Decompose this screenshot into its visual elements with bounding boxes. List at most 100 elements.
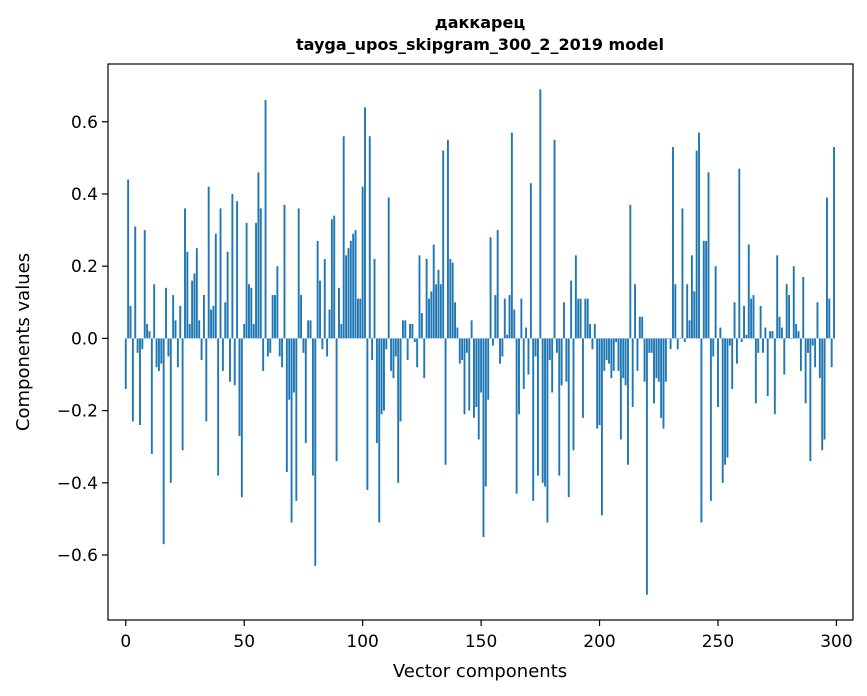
bar [610,338,613,379]
bar [788,295,790,339]
bar [527,338,530,375]
bar [435,284,438,339]
bar [160,338,163,364]
bar [202,295,205,339]
bar [544,338,546,487]
bar [238,338,241,436]
bar [662,338,665,429]
bar [240,338,243,498]
bar [688,320,691,339]
bar [221,338,224,371]
bar [487,338,490,400]
bar [679,338,682,339]
bar [645,338,648,595]
bar [444,338,447,465]
bar [584,298,587,339]
bar [271,295,274,339]
bar [449,258,452,339]
bar [361,186,364,339]
bar [394,338,397,357]
x-tick-label: 150 [465,632,497,652]
bar [169,338,172,483]
bar [525,327,528,339]
bar [181,338,184,451]
bar [548,338,551,361]
bar [501,338,504,357]
bar [141,338,144,350]
bar [245,222,248,339]
bar [366,338,369,491]
bar [406,338,409,361]
bar-series [124,89,835,595]
y-tick-label: −0.2 [57,402,98,422]
bar [631,338,634,407]
bar [186,251,189,339]
bar [605,338,608,361]
bar [437,269,440,339]
bar [780,327,783,339]
bar [799,338,802,371]
bar [198,320,201,339]
x-tick-label: 200 [583,632,615,652]
bar [167,338,170,357]
bar [278,338,281,357]
bar [150,338,153,454]
bar [352,233,355,339]
bar [461,338,464,361]
bar [330,219,333,339]
bar [508,295,511,339]
bar [764,327,767,339]
bar [503,298,506,339]
bar [709,338,712,501]
bar [392,338,395,379]
bar [707,172,710,339]
bar [321,338,324,350]
bar [778,316,781,339]
bar [802,277,805,339]
bar [134,226,137,339]
bar [226,251,229,339]
bar [236,201,239,339]
bar [456,327,459,339]
bar [743,305,745,339]
bar [771,331,774,339]
bar [482,338,485,537]
bar [686,284,689,339]
bar [219,208,222,339]
bar [757,338,760,353]
bar [250,287,253,339]
bar [828,298,831,339]
bar [740,338,743,342]
bar [397,338,400,483]
y-tick-label: −0.4 [57,474,98,494]
bar [655,338,658,379]
bar [205,338,208,422]
bar [833,147,835,339]
bar [155,338,158,368]
bar [731,338,734,389]
bar [442,150,445,339]
bar [823,338,826,440]
x-tick-label: 300 [820,632,852,652]
x-axis-ticks: 0 50 100 150 200 250 300 [120,620,853,652]
bar [409,323,411,339]
bar [276,266,279,339]
bar [347,248,350,339]
bar [579,298,582,339]
bar [648,338,651,353]
bar [759,305,762,339]
bar [375,338,378,444]
bar [297,208,300,339]
bar [754,338,757,404]
bar [252,323,255,339]
bar [432,244,435,339]
bar [769,331,772,339]
bar [522,338,525,389]
bar [131,338,134,422]
bar [257,172,260,339]
bar [420,313,423,339]
bar [176,338,179,368]
bar [814,338,817,368]
bar [231,193,234,339]
